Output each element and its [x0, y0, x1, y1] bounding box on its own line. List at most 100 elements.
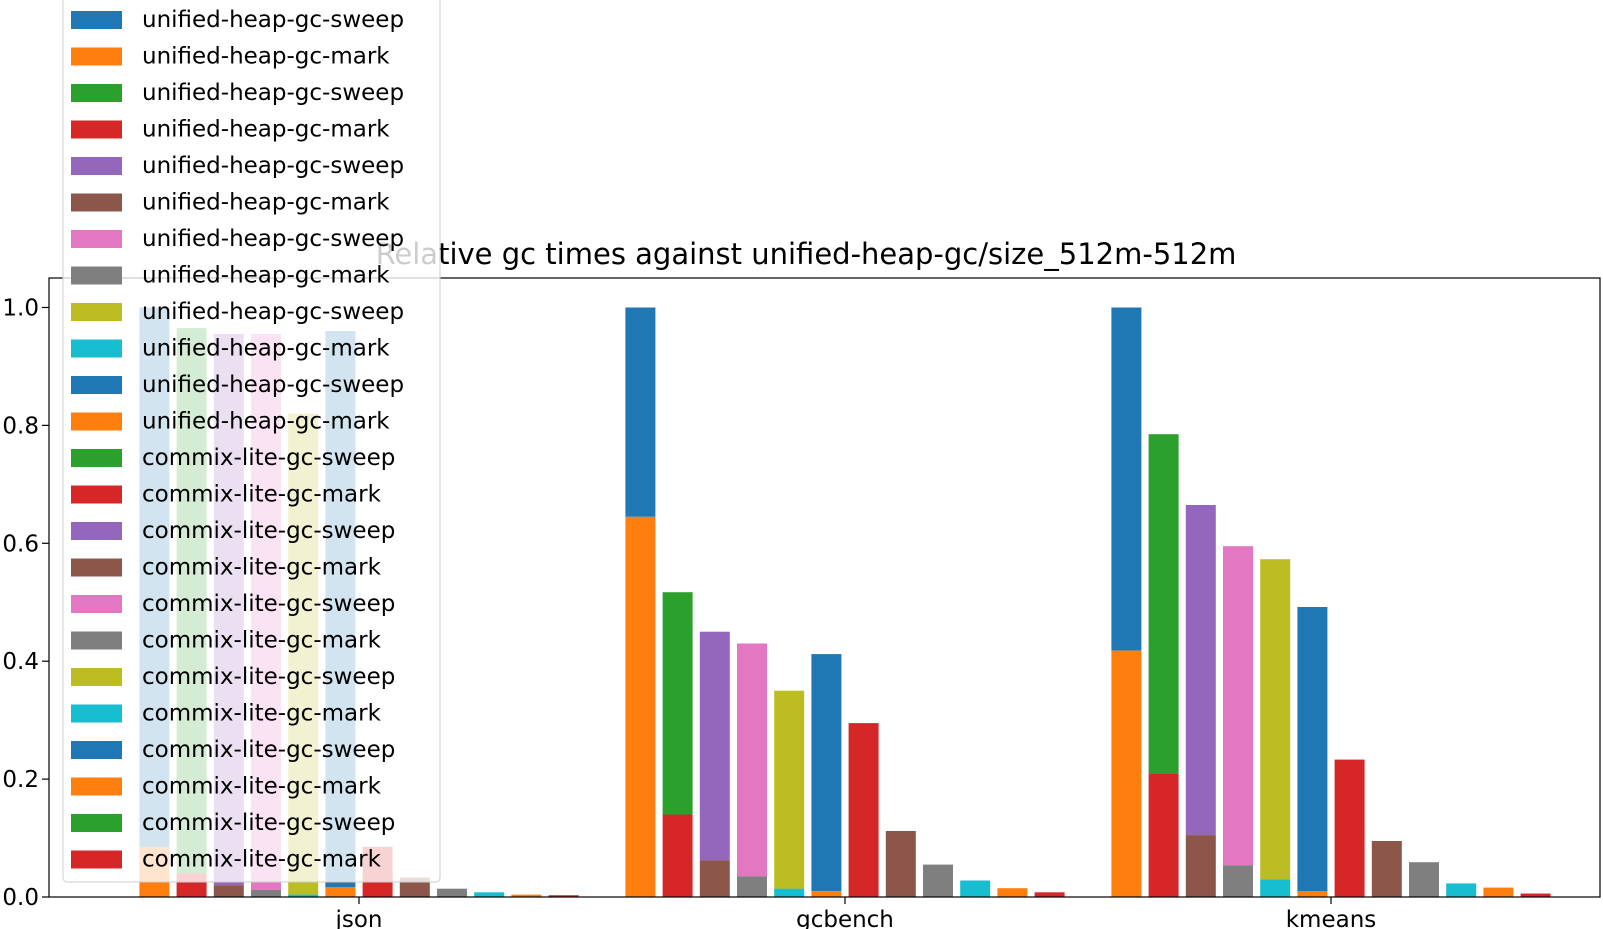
legend-label: commix-lite-gc-sweep [142, 518, 395, 544]
legend-swatch [71, 485, 122, 504]
bar-json-4-mark [251, 889, 281, 897]
bar-gcbench-10-mark [960, 880, 991, 897]
legend-swatch [71, 230, 122, 248]
legend-swatch [71, 522, 122, 540]
bar-gcbench-5-mark [774, 888, 805, 897]
legend-label: commix-lite-gc-sweep [142, 664, 395, 690]
bar-kmeans-5-mark [1260, 879, 1291, 897]
bar-kmeans-11-mark [1483, 887, 1514, 897]
legend-label: commix-lite-gc-mark [142, 701, 382, 727]
bar-json-5-mark [288, 894, 319, 897]
bar-gcbench-1-mark [625, 516, 656, 897]
x-tick-label-json: json [334, 907, 382, 929]
legend-swatch [71, 777, 122, 796]
y-tick-label: 0.6 [2, 531, 39, 557]
chart-title: Relative gc times against unified-heap-g… [376, 237, 1237, 271]
legend-label: commix-lite-gc-mark [142, 774, 382, 800]
bar-json-6-mark [325, 887, 356, 897]
legend-swatch [71, 631, 122, 650]
legend-swatch [71, 84, 122, 102]
legend-swatch [71, 157, 122, 175]
legend-label: unified-heap-gc-sweep [142, 7, 404, 33]
legend-swatch [71, 47, 122, 66]
bar-gcbench-1-sweep [625, 307, 656, 517]
y-tick-label: 0.0 [2, 885, 39, 911]
bar-json-10-mark [474, 892, 505, 897]
legend-label: unified-heap-gc-sweep [142, 226, 404, 252]
legend-swatch [71, 193, 122, 212]
bar-gcbench-2-mark [662, 814, 693, 897]
legend-label: commix-lite-gc-sweep [142, 445, 395, 471]
y-tick-label: 0.2 [2, 767, 39, 793]
legend-label: commix-lite-gc-mark [142, 847, 382, 873]
legend-label: commix-lite-gc-mark [142, 628, 382, 654]
bar-gcbench-7-mark [848, 723, 879, 897]
legend-swatch [71, 339, 122, 358]
legend-label: commix-lite-gc-sweep [142, 810, 395, 836]
legend-swatch [71, 120, 122, 139]
legend-box [62, 0, 441, 883]
legend-label: unified-heap-gc-mark [142, 336, 390, 362]
bar-json-9-mark [437, 888, 467, 897]
bar-gcbench-4-mark [737, 876, 767, 897]
plot-frame [48, 277, 1601, 898]
bar-gcbench-6-mark [811, 891, 842, 897]
bar-json-12-mark [548, 895, 579, 897]
legend-swatch [71, 266, 122, 285]
legend-label: unified-heap-gc-mark [142, 263, 390, 289]
legend-swatch [71, 668, 122, 686]
legend-label: unified-heap-gc-sweep [142, 153, 404, 179]
legend-swatch [71, 449, 122, 467]
bar-kmeans-4-sweep [1223, 546, 1253, 866]
legend-label: unified-heap-gc-sweep [142, 372, 404, 398]
legend-swatch [71, 412, 122, 431]
bar-kmeans-5-sweep [1260, 559, 1291, 880]
bar-gcbench-11-mark [997, 888, 1028, 897]
legend-label: commix-lite-gc-sweep [142, 737, 395, 763]
bar-gcbench-12-mark [1034, 892, 1065, 897]
legend-swatch [71, 595, 122, 613]
x-tick-label-gcbench: gcbench [796, 907, 894, 929]
axes-layer: 0.0 0.2 0.4 0.6 0.8 1.0 json gcbench kmeans [2, 295, 1376, 929]
bar-gcbench-3-sweep [699, 631, 730, 861]
bar-gcbench-3-mark [699, 860, 730, 897]
bar-gcbench-6-sweep [811, 654, 842, 892]
legend-swatch [71, 558, 122, 577]
legend-swatch [71, 814, 122, 832]
legend-label: unified-heap-gc-mark [142, 44, 390, 70]
legend-label: unified-heap-gc-mark [142, 190, 390, 216]
bar-kmeans-8-mark [1371, 841, 1402, 897]
bar-kmeans-1-mark [1111, 650, 1142, 897]
y-tick-label: 0.4 [2, 649, 39, 675]
legend-swatch [71, 741, 122, 759]
legend-label: unified-heap-gc-sweep [142, 299, 404, 325]
legend-label: commix-lite-gc-sweep [142, 591, 395, 617]
legend-swatch [71, 11, 122, 29]
legend-label: unified-heap-gc-mark [142, 117, 390, 143]
x-tick-label-kmeans: kmeans [1286, 907, 1377, 929]
bar-kmeans-3-mark [1185, 835, 1216, 897]
y-tick-label: 0.8 [2, 413, 39, 439]
bar-kmeans-2-sweep [1148, 434, 1179, 774]
legend-swatch [71, 376, 122, 394]
bar-kmeans-1-sweep [1111, 307, 1142, 651]
bar-json-11-mark [511, 894, 542, 897]
legend-swatch [71, 850, 122, 869]
bar-kmeans-12-mark [1520, 893, 1551, 897]
legend-swatch [71, 303, 122, 321]
legend-swatch [71, 704, 122, 723]
bar-kmeans-6-mark [1297, 891, 1328, 897]
legend-label: unified-heap-gc-mark [142, 409, 390, 435]
legend-label: commix-lite-gc-mark [142, 555, 382, 581]
legend-label: commix-lite-gc-mark [142, 482, 382, 508]
bar-gcbench-4-sweep [737, 643, 767, 877]
y-tick-label: 1.0 [2, 295, 39, 321]
bar-kmeans-2-mark [1148, 773, 1179, 897]
bar-kmeans-4-mark [1223, 865, 1253, 897]
legend-label: unified-heap-gc-sweep [142, 80, 404, 106]
bar-kmeans-10-mark [1446, 883, 1477, 897]
bar-gcbench-8-mark [885, 831, 916, 897]
bar-kmeans-7-mark [1334, 759, 1365, 897]
bar-kmeans-6-sweep [1297, 607, 1328, 892]
